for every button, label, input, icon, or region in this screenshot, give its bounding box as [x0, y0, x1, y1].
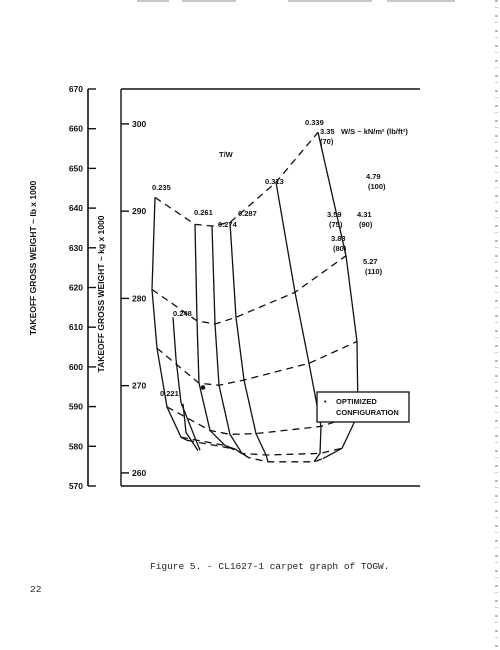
y-tick-label-kg: 300 [132, 119, 146, 129]
ws-curve-5 [186, 439, 324, 463]
y-tick-label-lb: 630 [69, 243, 83, 253]
ws-label-lb: (70) [320, 137, 334, 146]
tw-curve-0_261 [194, 224, 236, 450]
y-tick-label-lb: 590 [69, 402, 83, 412]
ws-label-kN: 3.35 [320, 127, 335, 136]
legend-line1: OPTIMIZED [336, 397, 377, 406]
tw-label: 0.287 [238, 209, 257, 218]
y-tick-label-kg: 290 [132, 206, 146, 216]
page-number: 22 [30, 584, 42, 595]
tw-curve-0_221 [182, 403, 199, 452]
figure-caption: Figure 5. - CL1627-1 carpet graph of TOG… [150, 561, 390, 572]
ws-label-kN: 4.31 [357, 210, 372, 219]
tw-label: 0.235 [152, 183, 171, 192]
y-tick-label-lb: 670 [69, 84, 83, 94]
ws-label-lb: (100) [368, 182, 386, 191]
ws-curve-3 [166, 406, 359, 436]
y-tick-label-lb: 600 [69, 362, 83, 372]
optimized-point [200, 385, 206, 390]
scan-edge-noise [495, 0, 498, 650]
ws-curve-1 [151, 255, 347, 325]
ws-curve-0 [154, 131, 319, 227]
tw-label: 0.261 [194, 208, 213, 217]
scan-rule [137, 0, 169, 2]
tw-label: 0.313 [265, 177, 284, 186]
y-axis-kg-title: TAKEOFF GROSS WEIGHT ~ kg x 1000 [96, 215, 106, 372]
tw-label: 0.274 [218, 220, 238, 229]
ws-family-label: W/S ~ kN/m² (lb/ft²) [341, 127, 408, 136]
tw-curve-0_339 [317, 132, 359, 460]
tw-curve-0_274 [211, 225, 250, 459]
tw-label: 0.339 [305, 118, 324, 127]
tw-label: 0.248 [173, 309, 192, 318]
y-tick-label-lb: 580 [69, 441, 83, 451]
scan-rule [387, 0, 455, 2]
legend-marker: • [324, 397, 327, 406]
axes-layer: 570 580 590 600 610 620 630 640 650 660 670 TAKEOFF… [28, 84, 420, 491]
ws-label-lb: (75) [329, 220, 343, 229]
ws-label-kN: 3.59 [327, 210, 342, 219]
ws-label-kN: 3.83 [331, 234, 346, 243]
y-tick-label-kg: 270 [132, 381, 146, 391]
y-tick-label-kg: 260 [132, 468, 146, 478]
tw-family-label: T/W [219, 150, 234, 159]
scan-rule [182, 0, 236, 2]
tw-curve-0_313 [275, 182, 322, 463]
ws-label-lb: (110) [365, 267, 383, 276]
ws-label-lb: (90) [359, 220, 373, 229]
ws-label-kN: 5.27 [363, 257, 378, 266]
y-tick-label-lb: 620 [69, 283, 83, 293]
plot-layer [151, 131, 359, 463]
tw-label: 0.221 [160, 389, 179, 398]
y-tick-label-lb: 660 [69, 124, 83, 134]
y-tick-label-lb: 610 [69, 322, 83, 332]
scan-rule [288, 0, 372, 2]
legend-box [316, 391, 410, 423]
y-tick-label-lb: 650 [69, 163, 83, 173]
tw-curve-0_248 [172, 317, 201, 451]
tw-curve-0_287 [229, 222, 269, 462]
ws-label-kN: 4.79 [366, 172, 381, 181]
y-tick-label-kg: 280 [132, 293, 146, 303]
ws-label-lb: (80) [333, 244, 347, 253]
y-tick-label-lb: 640 [69, 203, 83, 213]
y-tick-label-lb: 570 [69, 481, 83, 491]
ws-curve-4 [180, 436, 343, 456]
y-axis-lb-title: TAKEOFF GROSS WEIGHT ~ lb x 1000 [28, 180, 38, 335]
legend-line2: CONFIGURATION [336, 408, 399, 417]
ws-curve-2 [156, 340, 358, 386]
